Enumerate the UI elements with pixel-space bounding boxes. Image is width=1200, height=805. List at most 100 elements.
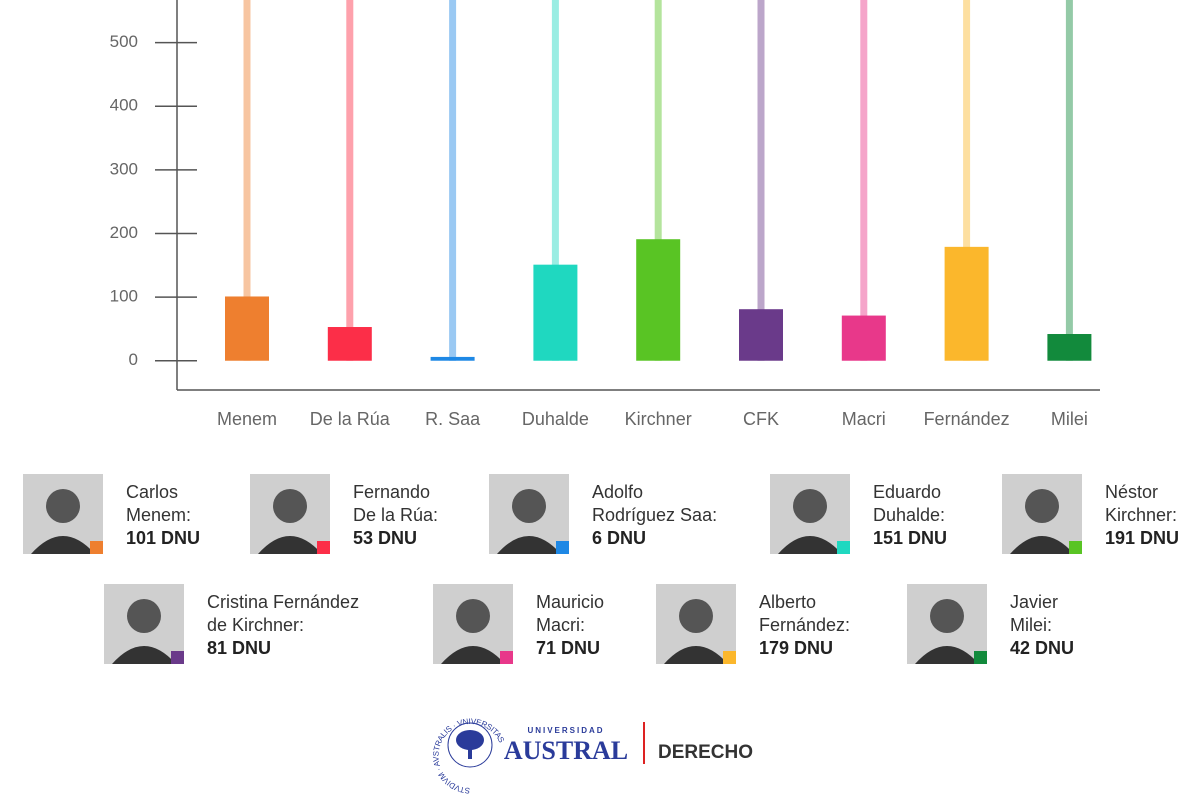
legend-value: 179 DNU bbox=[759, 638, 833, 658]
portrait-head bbox=[679, 599, 713, 633]
stalk bbox=[860, 0, 868, 361]
bar bbox=[1047, 334, 1092, 361]
portrait-body bbox=[31, 536, 95, 554]
portrait-head bbox=[512, 489, 546, 523]
stalk bbox=[346, 0, 354, 361]
portrait-head bbox=[1025, 489, 1059, 523]
bar bbox=[430, 356, 475, 361]
legend-item: Eduardo Duhalde: 151 DNU bbox=[770, 474, 947, 554]
legend-value: 71 DNU bbox=[536, 638, 600, 658]
legend-item: Carlos Menem: 101 DNU bbox=[23, 474, 200, 554]
portrait-body bbox=[664, 646, 728, 664]
legend-name: Kirchner: bbox=[1105, 505, 1177, 525]
portrait-body bbox=[258, 536, 322, 554]
university-small: UNIVERSIDAD bbox=[527, 726, 604, 735]
bar bbox=[225, 296, 269, 361]
portrait-head bbox=[46, 489, 80, 523]
y-tick-label: 400 bbox=[110, 96, 138, 115]
portrait-body bbox=[778, 536, 842, 554]
bar bbox=[944, 246, 989, 361]
portrait-head bbox=[456, 599, 490, 633]
legend-value: 81 DNU bbox=[207, 638, 271, 658]
y-tick-label: 100 bbox=[110, 287, 138, 306]
legend-name: Mauricio bbox=[536, 592, 604, 612]
legend-item: Néstor Kirchner: 191 DNU bbox=[1002, 474, 1179, 554]
legend-value: 53 DNU bbox=[353, 528, 417, 548]
legend-name: Duhalde: bbox=[873, 505, 945, 525]
y-tick-label: 500 bbox=[110, 32, 138, 51]
bar bbox=[841, 315, 886, 361]
portrait-head bbox=[793, 489, 827, 523]
x-tick-label: CFK bbox=[743, 409, 779, 429]
stalk bbox=[757, 0, 765, 361]
portrait-body bbox=[441, 646, 505, 664]
university-name: AUSTRAL bbox=[504, 736, 628, 765]
legend-item: Cristina Fernández de Kirchner: 81 DNU bbox=[104, 584, 359, 664]
x-tick-label: Fernández bbox=[924, 409, 1010, 429]
bar bbox=[327, 327, 372, 361]
legend-name: Eduardo bbox=[873, 482, 941, 502]
portrait-head bbox=[930, 599, 964, 633]
legend-item: Adolfo Rodríguez Saa: 6 DNU bbox=[489, 474, 717, 554]
legend-name: De la Rúa: bbox=[353, 505, 438, 525]
legend-swatch bbox=[500, 651, 513, 664]
stalk bbox=[551, 0, 559, 361]
y-tick-label: 0 bbox=[129, 350, 138, 369]
portrait-body bbox=[1010, 536, 1074, 554]
portrait-head bbox=[127, 599, 161, 633]
stalk bbox=[963, 0, 971, 361]
emblem-trunk bbox=[468, 745, 472, 759]
legend-name: Fernández: bbox=[759, 615, 850, 635]
legend-swatch bbox=[837, 541, 850, 554]
y-tick-label: 200 bbox=[110, 223, 138, 242]
legend-value: 151 DNU bbox=[873, 528, 947, 548]
legend-value: 6 DNU bbox=[592, 528, 646, 548]
legend-item: Javier Milei: 42 DNU bbox=[907, 584, 1074, 664]
bar bbox=[533, 264, 578, 361]
stalk bbox=[449, 0, 457, 361]
stalk bbox=[1065, 0, 1073, 361]
y-tick-label: 300 bbox=[110, 159, 138, 178]
legend-swatch bbox=[90, 541, 103, 554]
legend-name: Fernando bbox=[353, 482, 430, 502]
legend-value: 101 DNU bbox=[126, 528, 200, 548]
legend-swatch bbox=[317, 541, 330, 554]
emblem-tree bbox=[456, 730, 484, 750]
legend-swatch bbox=[974, 651, 987, 664]
legend-name: Carlos bbox=[126, 482, 178, 502]
portrait-body bbox=[112, 646, 176, 664]
stalk bbox=[654, 0, 662, 361]
legend-name: Menem: bbox=[126, 505, 191, 525]
stalk bbox=[243, 0, 251, 361]
legend-name: Javier bbox=[1010, 592, 1058, 612]
x-tick-label: Menem bbox=[217, 409, 277, 429]
legend-name: de Kirchner: bbox=[207, 615, 304, 635]
legend-item: Fernando De la Rúa: 53 DNU bbox=[250, 474, 438, 554]
portrait-body bbox=[497, 536, 561, 554]
legend-swatch bbox=[556, 541, 569, 554]
legend-item: Alberto Fernández: 179 DNU bbox=[656, 584, 850, 664]
legend-name: Macri: bbox=[536, 615, 585, 635]
legend-name: Adolfo bbox=[592, 482, 643, 502]
portrait-body bbox=[915, 646, 979, 664]
legend-name: Alberto bbox=[759, 592, 816, 612]
legend-name: Rodríguez Saa: bbox=[592, 505, 717, 525]
portrait-head bbox=[273, 489, 307, 523]
x-tick-label: Duhalde bbox=[522, 409, 589, 429]
legend-swatch bbox=[171, 651, 184, 664]
legend-name: Cristina Fernández bbox=[207, 592, 359, 612]
legend-name: Néstor bbox=[1105, 482, 1158, 502]
legend-item: Mauricio Macri: 71 DNU bbox=[433, 584, 604, 664]
legend-value: 42 DNU bbox=[1010, 638, 1074, 658]
x-tick-label: De la Rúa bbox=[310, 409, 391, 429]
legend-swatch bbox=[723, 651, 736, 664]
x-tick-label: R. Saa bbox=[425, 409, 481, 429]
legend-name: Milei: bbox=[1010, 615, 1052, 635]
x-tick-label: Milei bbox=[1051, 409, 1088, 429]
faculty: DERECHO bbox=[658, 742, 753, 763]
x-tick-label: Kirchner bbox=[625, 409, 692, 429]
logo: STVDIVM · AVSTRALIS · VNIVERSITAS UNIVER… bbox=[431, 717, 753, 795]
legend-value: 191 DNU bbox=[1105, 528, 1179, 548]
bar bbox=[636, 239, 681, 361]
